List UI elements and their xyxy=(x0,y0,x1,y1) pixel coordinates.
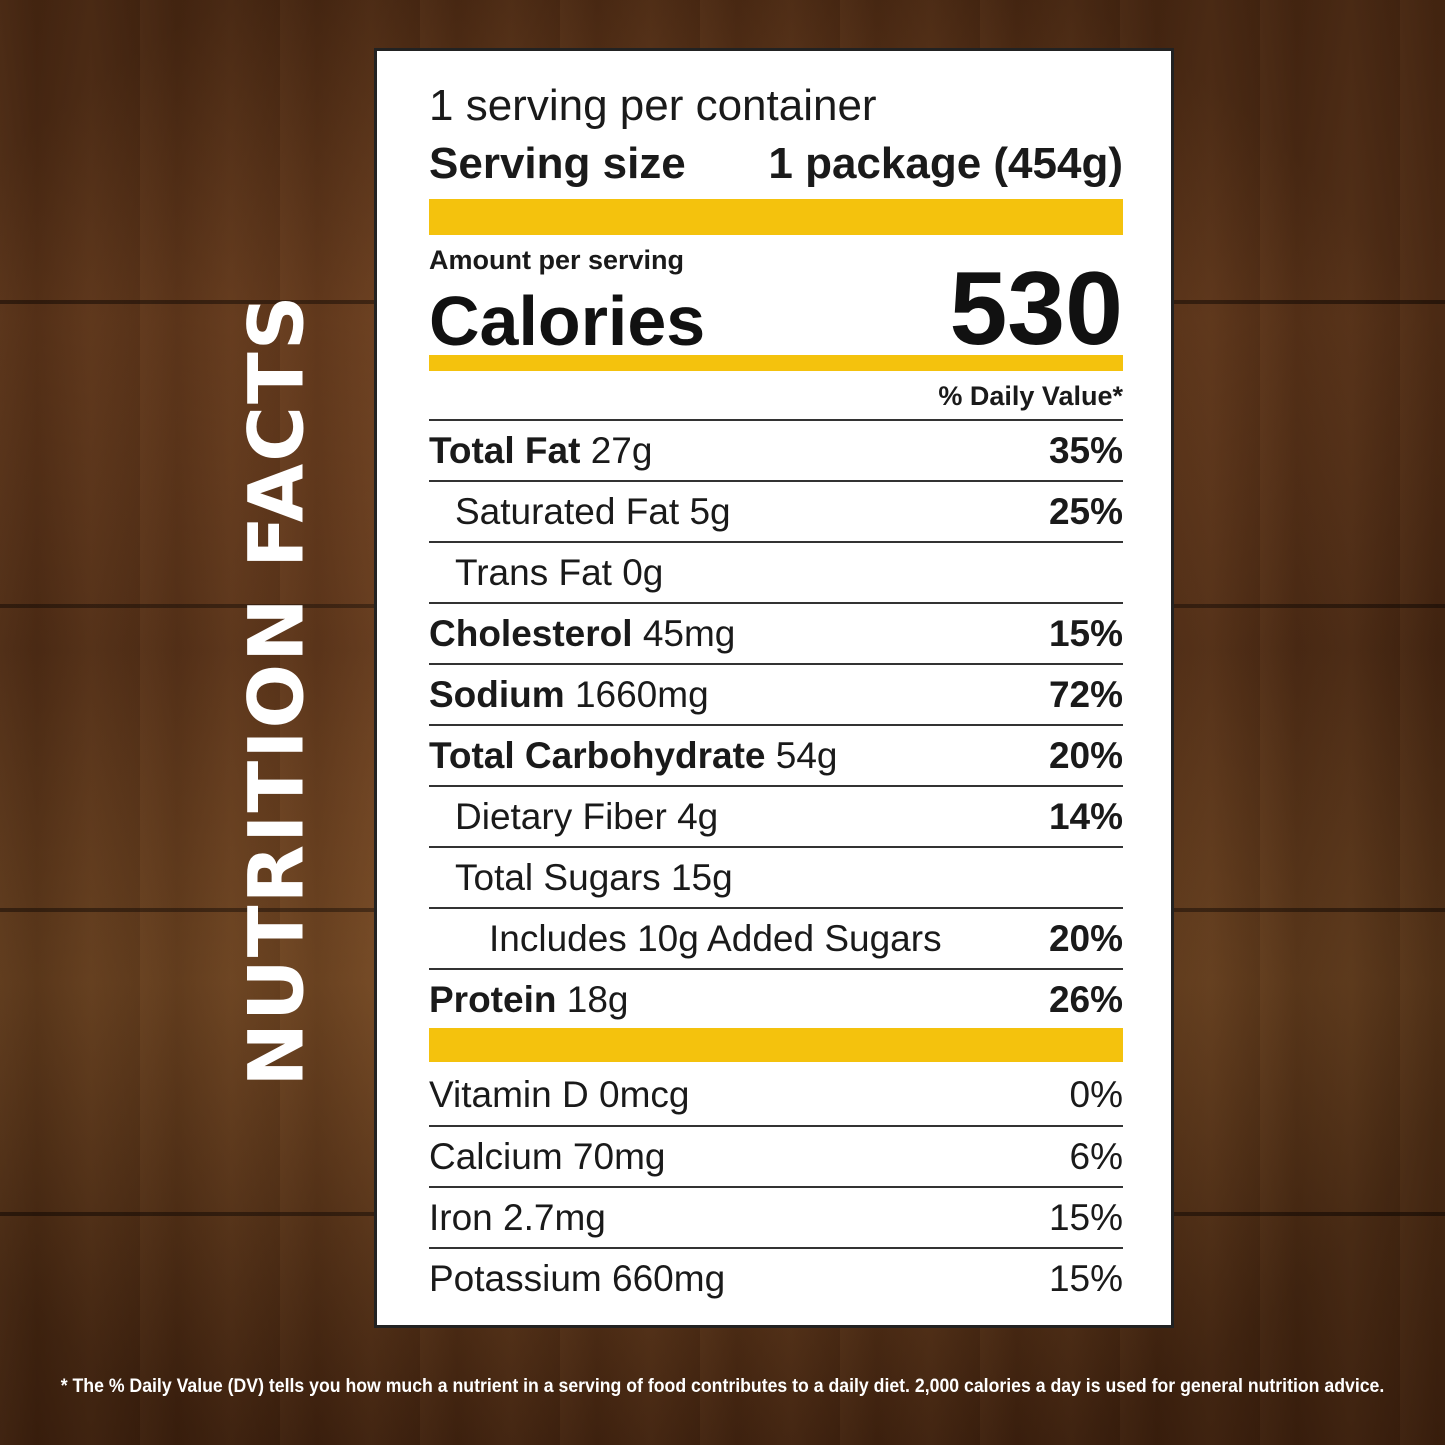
nutrient-name: Total Carbohydrate 54g xyxy=(429,735,837,777)
mineral-row: Vitamin D 0mcg 0% xyxy=(429,1064,1123,1125)
nutrient-label: Total Sugars xyxy=(455,856,661,898)
nutrient-list: Total Fat 27g 35% Saturated Fat 5g 25% Trans… xyxy=(429,419,1123,1029)
amount-per-serving-label: Amount per serving xyxy=(429,245,685,275)
nutrient-row: Cholesterol 45mg 15% xyxy=(429,602,1123,663)
mineral-amount: 2.7mg xyxy=(503,1196,606,1238)
nutrient-label: Dietary Fiber xyxy=(455,795,667,837)
mineral-amount: 0mcg xyxy=(599,1073,690,1115)
servings-per-container: 1 serving per container xyxy=(429,81,877,130)
divider-bar-vitamins xyxy=(429,1028,1123,1062)
nutrient-daily-value: 20% xyxy=(1048,734,1123,776)
nutrient-amount: 0g xyxy=(622,551,664,593)
mineral-name: Potassium 660mg xyxy=(429,1258,725,1300)
nutrient-label: Saturated Fat xyxy=(455,490,680,532)
nutrient-name: Protein 18g xyxy=(429,979,628,1021)
nutrient-row: Saturated Fat 5g 25% xyxy=(429,480,1123,541)
nutrient-label: Total Carbohydrate xyxy=(429,734,766,776)
nutrient-label: Cholesterol xyxy=(429,612,633,654)
nutrient-label: Sodium xyxy=(429,673,565,715)
mineral-label: Calcium xyxy=(429,1135,563,1177)
daily-value-header: % Daily Value* xyxy=(938,381,1123,411)
nutrient-name: Sodium 1660mg xyxy=(429,674,709,716)
nutrient-amount: 27g xyxy=(590,429,653,471)
nutrient-name: Includes 10g Added Sugars xyxy=(489,918,942,960)
nutrient-row: Total Sugars 15g xyxy=(429,846,1123,907)
nutrient-name: Cholesterol 45mg xyxy=(429,613,735,655)
serving-size-label: Serving size xyxy=(429,139,686,188)
mineral-daily-value: 15% xyxy=(1048,1257,1123,1299)
nutrient-name: Total Fat 27g xyxy=(429,430,652,472)
nutrient-daily-value: 20% xyxy=(1048,917,1123,959)
side-title: NUTRITION FACTS xyxy=(231,293,321,1087)
nutrient-amount: 15g xyxy=(670,856,733,898)
nutrient-row: Dietary Fiber 4g 14% xyxy=(429,785,1123,846)
nutrient-daily-value: 72% xyxy=(1048,673,1123,715)
mineral-row: Potassium 660mg 15% xyxy=(429,1247,1123,1308)
serving-size-row: Serving size 1 package (454g) xyxy=(429,139,1123,189)
mineral-row: Calcium 70mg 6% xyxy=(429,1125,1123,1186)
nutrient-label: Includes 10g Added Sugars xyxy=(489,917,942,959)
nutrient-row: Total Fat 27g 35% xyxy=(429,419,1123,480)
nutrient-amount: 5g xyxy=(689,490,731,532)
nutrient-name: Total Sugars 15g xyxy=(455,857,733,899)
nutrient-row: Sodium 1660mg 72% xyxy=(429,663,1123,724)
mineral-amount: 660mg xyxy=(612,1257,726,1299)
calories-label: Calories xyxy=(429,282,706,360)
nutrient-daily-value: 14% xyxy=(1048,795,1123,837)
nutrient-amount: 1660mg xyxy=(574,673,709,715)
vitamin-mineral-list: Vitamin D 0mcg 0% Calcium 70mg 6% Iron 2.7mg… xyxy=(429,1064,1123,1308)
nutrient-row: Trans Fat 0g xyxy=(429,541,1123,602)
mineral-daily-value: 6% xyxy=(1069,1135,1123,1177)
mineral-name: Iron 2.7mg xyxy=(429,1197,606,1239)
divider-bar-calories xyxy=(429,355,1123,371)
mineral-label: Potassium xyxy=(429,1257,602,1299)
nutrient-daily-value: 35% xyxy=(1048,429,1123,471)
nutrient-amount: 45mg xyxy=(642,612,736,654)
nutrition-facts-panel: 1 serving per container Serving size 1 p… xyxy=(374,48,1174,1328)
nutrient-label: Protein xyxy=(429,978,557,1020)
mineral-daily-value: 15% xyxy=(1048,1196,1123,1238)
nutrient-name: Dietary Fiber 4g xyxy=(455,796,718,838)
serving-size-value: 1 package (454g) xyxy=(768,139,1123,188)
nutrient-name: Trans Fat 0g xyxy=(455,552,663,594)
nutrient-name: Saturated Fat 5g xyxy=(455,491,731,533)
nutrient-row: Total Carbohydrate 54g 20% xyxy=(429,724,1123,785)
daily-value-footnote: * The % Daily Value (DV) tells you how m… xyxy=(60,1376,1385,1397)
mineral-row: Iron 2.7mg 15% xyxy=(429,1186,1123,1247)
mineral-label: Iron xyxy=(429,1196,493,1238)
nutrient-row: Protein 18g 26% xyxy=(429,968,1123,1029)
nutrient-daily-value: 26% xyxy=(1048,978,1123,1020)
calories-row: Calories 530 xyxy=(429,257,1123,361)
nutrient-label: Total Fat xyxy=(429,429,581,471)
nutrient-daily-value: 15% xyxy=(1048,612,1123,654)
mineral-label: Vitamin D xyxy=(429,1073,589,1115)
calories-value: 530 xyxy=(949,251,1123,367)
mineral-amount: 70mg xyxy=(572,1135,666,1177)
mineral-daily-value: 0% xyxy=(1069,1073,1123,1115)
nutrient-amount: 54g xyxy=(775,734,838,776)
nutrient-daily-value: 25% xyxy=(1048,490,1123,532)
divider-bar-top xyxy=(429,199,1123,235)
mineral-name: Calcium 70mg xyxy=(429,1136,665,1178)
nutrient-label: Trans Fat xyxy=(455,551,612,593)
nutrient-amount: 4g xyxy=(677,795,719,837)
mineral-name: Vitamin D 0mcg xyxy=(429,1074,689,1116)
nutrient-row: Includes 10g Added Sugars 20% xyxy=(429,907,1123,968)
nutrient-amount: 18g xyxy=(566,978,629,1020)
